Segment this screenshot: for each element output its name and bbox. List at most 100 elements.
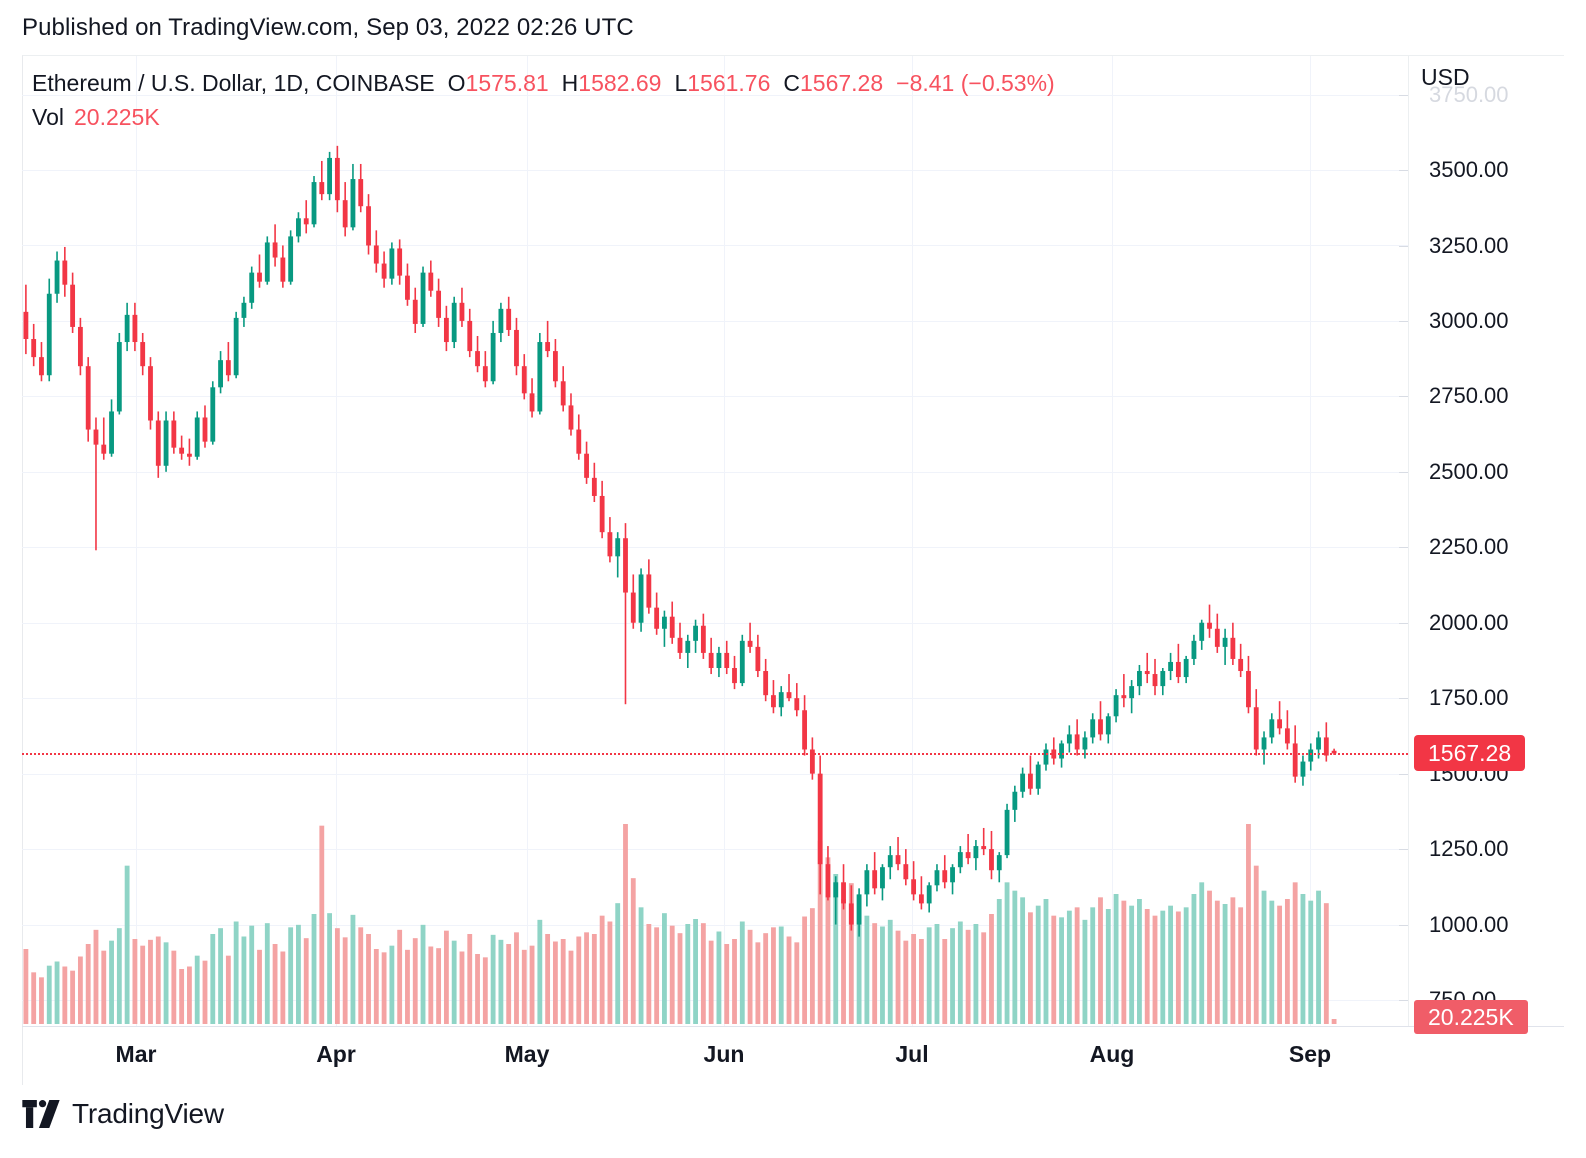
volume-bar (989, 914, 994, 1024)
candle-body (591, 477, 597, 496)
volume-bar (288, 927, 294, 1024)
candle-body (187, 453, 192, 457)
last-price-badge[interactable]: 1567.28 (1414, 735, 1526, 772)
gridline-horizontal (22, 170, 1408, 171)
candle-body (1222, 637, 1228, 647)
candle-wick (1278, 701, 1281, 735)
volume-bar (70, 970, 76, 1024)
price-tick-label: 2500.00 (1399, 459, 1586, 484)
gridline-horizontal (22, 472, 1408, 473)
volume-bar (350, 914, 356, 1024)
candle-body (54, 260, 60, 294)
volume-bar (591, 934, 597, 1024)
volume-bar (911, 934, 917, 1024)
candle-body (288, 236, 294, 282)
candle-body (163, 420, 169, 466)
candle-body (841, 882, 846, 904)
price-tick-label: 3500.00 (1399, 157, 1586, 182)
gridline-vertical (912, 56, 913, 1026)
candle-body (1191, 640, 1197, 659)
volume-bar (957, 921, 963, 1024)
candle-body (1261, 737, 1267, 750)
candle-wick (834, 876, 837, 925)
candle-body (202, 417, 208, 442)
candle-body (93, 429, 99, 445)
candle-body (965, 852, 971, 859)
volume-bar (397, 929, 403, 1024)
candle-body (809, 749, 815, 774)
candle-body (669, 616, 675, 638)
candle-body (420, 272, 426, 324)
candle-body (23, 311, 29, 340)
volume-bar (996, 899, 1002, 1024)
volume-bar (241, 936, 247, 1024)
volume-bar (124, 865, 130, 1024)
candle-body (210, 387, 216, 442)
volume-bar (327, 913, 332, 1024)
candle-body (552, 351, 558, 382)
candle-body (607, 532, 613, 557)
candle-body (700, 625, 706, 653)
candle-body (1269, 719, 1275, 738)
candle-body (1323, 737, 1329, 756)
currency-label: USD (1421, 64, 1470, 90)
candle-body (817, 773, 823, 865)
price-tick-label: 2000.00 (1399, 610, 1586, 635)
candle-body (62, 260, 68, 285)
volume-bar (1168, 905, 1173, 1024)
volume-bar (771, 927, 776, 1024)
candle-body (638, 574, 644, 623)
time-axis[interactable]: Mar Apr May Jun Jul Aug Sep (22, 1026, 1564, 1086)
volume-bar (981, 932, 987, 1024)
candle-body (140, 342, 146, 367)
candle-body (366, 206, 371, 246)
candle-body (1059, 743, 1064, 759)
candle-wick (1208, 604, 1211, 638)
volume-bar (1246, 824, 1251, 1024)
volume-bar (179, 969, 185, 1024)
volume-badge[interactable]: 20.225K (1414, 1000, 1528, 1034)
volume-bar (420, 924, 426, 1024)
candle-body (1160, 671, 1166, 687)
chart-plot-area[interactable] (22, 56, 1408, 1026)
price-tick-mark (1399, 924, 1408, 926)
volume-bar (436, 948, 442, 1024)
volume-bar (412, 938, 418, 1024)
gridline-vertical (336, 56, 337, 1026)
candle-body (1199, 622, 1205, 641)
volume-bar (1222, 904, 1228, 1024)
gridline-horizontal (22, 623, 1408, 624)
tradingview-logo-icon (22, 1100, 60, 1128)
volume-bar (85, 944, 91, 1024)
volume-bar (1113, 894, 1119, 1024)
candle-body (459, 302, 465, 321)
price-tick-label: 2750.00 (1399, 383, 1586, 408)
candle-body (599, 495, 605, 533)
volume-bar (1152, 915, 1158, 1024)
volume-bar (1316, 890, 1321, 1024)
candle-body (451, 302, 457, 343)
volume-bar (490, 934, 496, 1024)
candle-body (482, 366, 488, 382)
volume-bar (210, 934, 216, 1024)
volume-bar (1066, 910, 1072, 1024)
price-axis[interactable]: 3750.00 3500.00 3250.00 3000.00 2750.00 2500.… (1399, 56, 1586, 1026)
candle-body (155, 420, 161, 466)
candle-body (101, 444, 107, 454)
candle-body (257, 272, 262, 282)
candle-body (654, 607, 660, 629)
candle-wick (95, 417, 97, 551)
candle-body (942, 870, 948, 883)
candle-body (537, 342, 543, 412)
volume-bar (880, 926, 885, 1024)
candle-body (584, 453, 589, 478)
candle-body (763, 671, 769, 696)
volume-bar (31, 972, 37, 1024)
volume-bar (1183, 907, 1189, 1024)
candle-body (950, 867, 955, 883)
candle-wick (749, 622, 751, 653)
price-tick-mark (1399, 1000, 1408, 1001)
volume-bar (1082, 919, 1088, 1024)
candle-body (918, 894, 924, 904)
candle-body (1253, 707, 1259, 750)
